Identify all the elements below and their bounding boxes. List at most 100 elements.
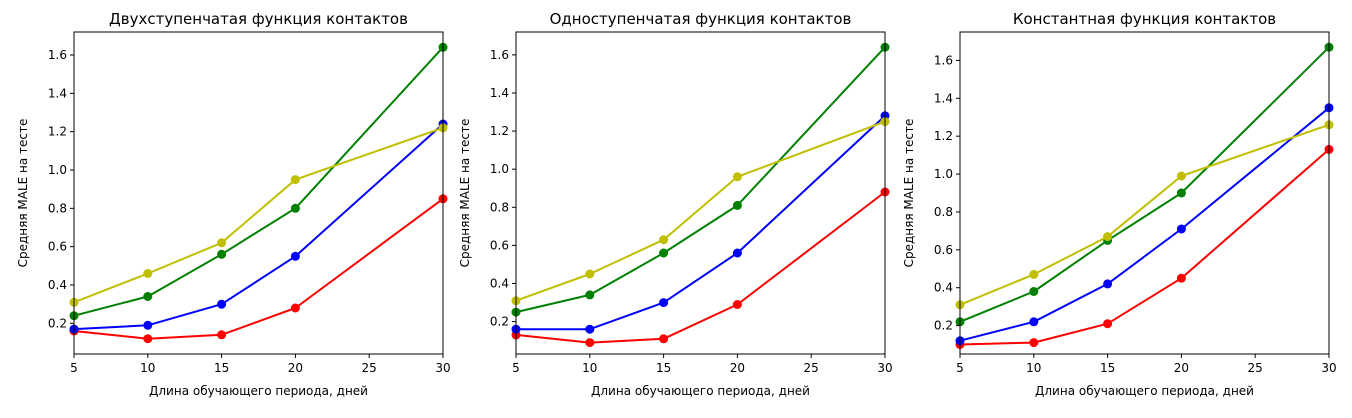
y-tick-label: 0.6 [490, 238, 509, 252]
y-axis-label: Средняя MALE на тесте [16, 119, 30, 268]
data-point [732, 248, 742, 258]
series-line-1 [515, 191, 886, 344]
y-tick-label: 1.0 [490, 162, 509, 176]
data-point [659, 298, 669, 308]
y-tick-label: 1.4 [490, 86, 509, 100]
y-tick-label: 1.4 [934, 91, 953, 105]
panels: Двухступенчатая функция контактов 5 10 15 20… [16, 10, 1337, 398]
series-line-3 [515, 46, 886, 314]
data-point [659, 248, 669, 258]
series-line-2 [516, 115, 886, 331]
data-point [1176, 171, 1186, 181]
data-point [659, 235, 669, 245]
data-point [1029, 338, 1039, 348]
x-tick-label: 30 [1321, 361, 1336, 375]
x-tick-label: 15 [214, 361, 229, 375]
x-axis-label: Длина обучающего периода, дней [149, 384, 368, 398]
data-point [143, 292, 153, 301]
y-tick-label: 1.2 [934, 129, 953, 143]
chart-title: Двухступенчатая функция контактов [109, 10, 408, 28]
series-line-2 [959, 107, 1330, 342]
y-tick-label: 0.8 [490, 200, 509, 214]
y-tick-label: 0.4 [48, 278, 67, 292]
y-tick-label: 0.2 [490, 315, 509, 329]
data-point [143, 320, 153, 330]
chart-title: Константная функция контактов [1013, 10, 1276, 28]
chart-title: Одноступенчатая функция контактов [550, 10, 852, 28]
x-tick-label: 5 [70, 361, 78, 375]
data-point [1029, 317, 1039, 327]
plot-frame [959, 31, 1330, 355]
data-point [1029, 287, 1039, 296]
x-tick-label: 10 [582, 361, 597, 375]
data-point [1103, 232, 1113, 242]
data-point [732, 300, 742, 309]
y-tick-label: 0.4 [490, 277, 509, 291]
data-point [143, 269, 153, 278]
y-tick-label: 0.8 [48, 201, 67, 215]
series-line-4 [959, 123, 1330, 306]
data-point [290, 303, 300, 313]
y-tick-label: 1.4 [48, 86, 67, 100]
series-line-1 [959, 148, 1330, 346]
chart-2: Одноступенчатая функция контактов 5 10 15 20… [458, 10, 893, 398]
data-point [143, 334, 153, 344]
data-point [290, 251, 300, 261]
y-tick-label: 1.6 [48, 48, 67, 62]
data-point [217, 238, 227, 248]
chart-3: Константная функция контактов 5 10 15 20 25 30… [902, 10, 1337, 398]
x-axis-label: Длина обучающего периода, дней [1035, 384, 1254, 398]
data-point [732, 172, 742, 182]
y-tick-label: 0.6 [48, 240, 67, 254]
data-point [217, 299, 227, 309]
x-tick-label: 25 [362, 361, 377, 375]
y-tick-label: 1.2 [490, 124, 509, 138]
x-tick-label: 10 [140, 361, 155, 375]
y-tick-label: 0.8 [934, 205, 953, 219]
data-point [732, 200, 742, 210]
x-tick-label: 15 [656, 361, 671, 375]
data-point [585, 324, 595, 334]
data-point [1176, 188, 1186, 198]
data-point [217, 249, 227, 259]
chart-1: Двухступенчатая функция контактов 5 10 15 20… [16, 10, 451, 398]
series-line-3 [959, 46, 1330, 323]
series-line-2 [73, 123, 444, 331]
x-tick-label: 20 [1174, 361, 1189, 375]
y-tick-label: 0.2 [48, 316, 67, 330]
x-tick-label: 30 [877, 361, 892, 375]
y-tick-label: 1.6 [490, 48, 509, 62]
x-axis-label: Длина обучающего периода, дней [591, 384, 810, 398]
y-axis-label: Средняя MALE на тесте [902, 119, 916, 268]
data-point [585, 338, 595, 348]
data-point [585, 269, 595, 279]
y-tick-label: 1.6 [934, 53, 953, 67]
x-tick-label: 5 [512, 361, 520, 375]
data-point [217, 330, 227, 340]
y-tick-label: 0.6 [934, 243, 953, 257]
series-line-4 [73, 126, 444, 304]
x-tick-label: 10 [1026, 361, 1041, 375]
x-tick-label: 25 [804, 361, 819, 375]
data-point [1176, 224, 1186, 234]
x-tick-label: 5 [956, 361, 964, 375]
data-point [1103, 319, 1113, 329]
y-tick-label: 0.4 [934, 281, 953, 295]
x-tick-label: 20 [730, 361, 745, 375]
data-point [290, 175, 300, 185]
series-line-4 [515, 120, 886, 302]
series-line-1 [73, 197, 444, 340]
data-point [585, 290, 595, 300]
x-tick-label: 20 [288, 361, 303, 375]
y-tick-label: 1.2 [48, 125, 67, 139]
data-point [1029, 269, 1039, 279]
data-point [290, 203, 300, 213]
y-tick-label: 1.0 [48, 163, 67, 177]
data-point [1176, 273, 1186, 283]
plot-frame [515, 31, 886, 355]
y-axis-label: Средняя MALE на тесте [458, 119, 472, 268]
data-point [659, 334, 669, 344]
data-point [1103, 279, 1113, 289]
y-tick-label: 1.0 [934, 167, 953, 181]
